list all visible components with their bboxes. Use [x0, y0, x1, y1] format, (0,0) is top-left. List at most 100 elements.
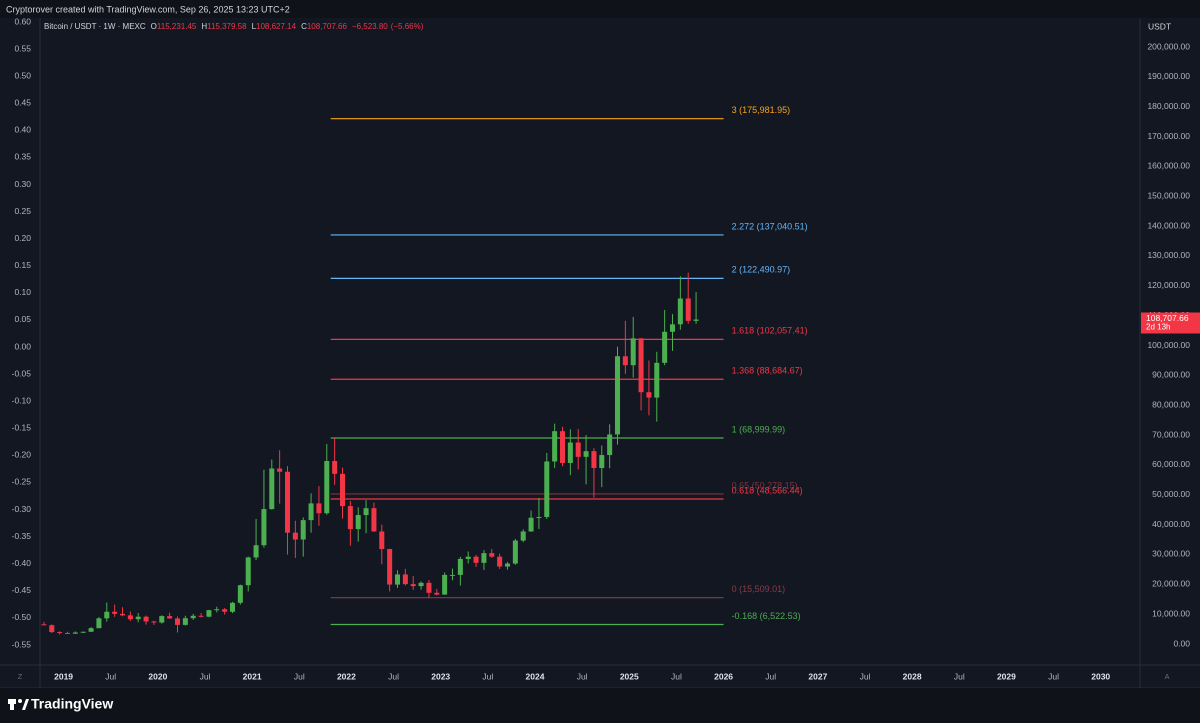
y2-tick-label: 120,000.00 — [1147, 280, 1190, 290]
candle-body — [536, 516, 542, 518]
y2-tick-label: 170,000.00 — [1147, 131, 1190, 141]
y2-tick-label: 10,000.00 — [1152, 608, 1190, 618]
y-tick-label: 0.55 — [14, 43, 31, 53]
candle-body — [442, 574, 448, 595]
x-tick-label: Jul — [482, 671, 493, 681]
candle-body — [261, 509, 267, 546]
y2-tick-label: 160,000.00 — [1147, 161, 1190, 171]
x-tick-label: Jul — [860, 671, 871, 681]
candle-body — [284, 471, 291, 533]
y-tick-label: 0.15 — [14, 260, 31, 270]
x-tick-label: 2030 — [1091, 671, 1110, 681]
candle-body — [599, 455, 605, 469]
y-tick-label: -0.50 — [12, 612, 32, 622]
candle-body — [182, 618, 188, 625]
x-tick-label: 2028 — [903, 671, 922, 681]
fib-level-label: 3 (175,981.95) — [732, 105, 791, 115]
legend-text: −6,523.80 — [352, 22, 388, 31]
candle-body — [363, 508, 369, 516]
y2-tick-label: 140,000.00 — [1147, 220, 1190, 230]
logo-shape — [18, 699, 22, 703]
candle-body — [206, 610, 212, 617]
candle-body — [253, 545, 259, 558]
x-tick-label: 2026 — [714, 671, 733, 681]
y2-tick-label: 190,000.00 — [1147, 71, 1190, 81]
candle-body — [497, 556, 503, 567]
legend-text: Bitcoin / USDT · 1W · MEXC — [44, 22, 146, 31]
candle-body — [41, 624, 47, 626]
y-tick-label: -0.30 — [12, 504, 32, 514]
candle-body — [96, 618, 102, 629]
candle-body — [119, 613, 126, 616]
x-tick-label: Jul — [577, 671, 588, 681]
candle-body — [528, 517, 534, 532]
legend-text: L — [252, 22, 257, 31]
candle-body — [520, 531, 526, 541]
candle-body — [324, 461, 330, 514]
y2-tick-label: 50,000.00 — [1152, 489, 1190, 499]
candle-body — [418, 582, 424, 587]
candle-body — [434, 592, 440, 595]
y-tick-label: 0.00 — [14, 341, 31, 351]
candle-body — [159, 616, 165, 623]
candle-body — [402, 574, 408, 585]
x-tick-label: 2027 — [808, 671, 827, 681]
x-tick-label: 2019 — [54, 671, 73, 681]
candle-body — [237, 585, 243, 603]
y-tick-label: 0.60 — [14, 16, 31, 26]
candle-body — [371, 508, 377, 532]
candle-body — [332, 461, 338, 474]
candle-body — [127, 615, 133, 620]
candle-body — [387, 549, 393, 585]
candle-body — [88, 628, 94, 632]
candle-body — [559, 431, 566, 463]
candle-body — [347, 506, 353, 530]
candle-body — [277, 468, 283, 472]
candle-body — [638, 338, 644, 393]
plot-area: 3 (175,981.95) 2.272 (137,040.51) 2 (122,4… — [41, 105, 808, 635]
x-tick-label: 2022 — [337, 671, 356, 681]
y-tick-label: 0.40 — [14, 125, 31, 135]
fib-level-label: 2.272 (137,040.51) — [732, 221, 808, 231]
y-tick-label: -0.35 — [12, 531, 32, 541]
y-tick-label: -0.45 — [12, 585, 32, 595]
candle-body — [567, 442, 573, 463]
legend-text: 115,379.58 — [207, 22, 247, 31]
candle-body — [449, 574, 456, 576]
candle-body — [112, 611, 118, 614]
logo-shape — [10, 699, 14, 710]
legend-text: (−5.66%) — [391, 22, 424, 31]
candle-body — [646, 392, 652, 398]
candle-body — [300, 520, 306, 540]
brand-logo — [8, 699, 29, 710]
x-tick-label: Jul — [200, 671, 211, 681]
candle-body — [614, 356, 621, 435]
legend-text: O — [151, 22, 157, 31]
candle-body — [481, 553, 487, 563]
x-tick-label: Jul — [388, 671, 399, 681]
countdown-label: 2d 13h — [1146, 323, 1170, 332]
candle-body — [662, 331, 668, 363]
header-bar — [0, 0, 1200, 18]
candle-body — [269, 468, 275, 510]
candle-body — [198, 615, 204, 617]
x-tick-label: 2025 — [620, 671, 639, 681]
footer — [0, 688, 1200, 723]
x-tick-label: Jul — [765, 671, 776, 681]
candle-body — [504, 563, 511, 567]
fib-level-label: 0.618 (48,566.44) — [732, 485, 803, 495]
x-tick-label: Jul — [671, 671, 682, 681]
candle-body — [473, 556, 479, 563]
y-tick-label: -0.40 — [12, 558, 32, 568]
candle-body — [292, 532, 298, 540]
symbol-legend: Bitcoin / USDT · 1W · MEXC O115,231.45 H11… — [44, 22, 424, 31]
candle-body — [339, 473, 346, 507]
y-tick-label: 0.30 — [14, 179, 31, 189]
x-tick-label: 2020 — [148, 671, 167, 681]
last-price-label: 108,707.66 — [1146, 313, 1189, 323]
y2-tick-label: 100,000.00 — [1147, 340, 1190, 350]
candle-body — [575, 442, 581, 457]
y2-tick-label: 60,000.00 — [1152, 459, 1190, 469]
candle-body — [64, 632, 71, 634]
